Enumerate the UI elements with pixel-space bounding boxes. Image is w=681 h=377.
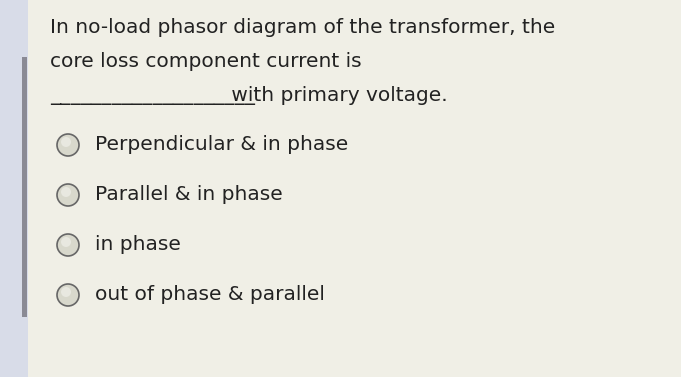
Circle shape <box>61 187 71 197</box>
Text: Perpendicular & in phase: Perpendicular & in phase <box>95 135 348 155</box>
Circle shape <box>61 287 71 297</box>
Circle shape <box>61 137 71 147</box>
Circle shape <box>57 284 79 306</box>
Text: with primary voltage.: with primary voltage. <box>225 86 447 105</box>
Circle shape <box>57 184 79 206</box>
Circle shape <box>57 134 79 156</box>
Circle shape <box>57 234 79 256</box>
Text: Parallel & in phase: Parallel & in phase <box>95 185 283 204</box>
Text: in phase: in phase <box>95 236 181 254</box>
Text: ____________________: ____________________ <box>50 86 255 105</box>
Text: In no-load phasor diagram of the transformer, the: In no-load phasor diagram of the transfo… <box>50 18 555 37</box>
Text: core loss component current is: core loss component current is <box>50 52 362 71</box>
Circle shape <box>61 237 71 247</box>
Text: out of phase & parallel: out of phase & parallel <box>95 285 325 305</box>
FancyBboxPatch shape <box>22 57 27 317</box>
FancyBboxPatch shape <box>0 0 28 377</box>
